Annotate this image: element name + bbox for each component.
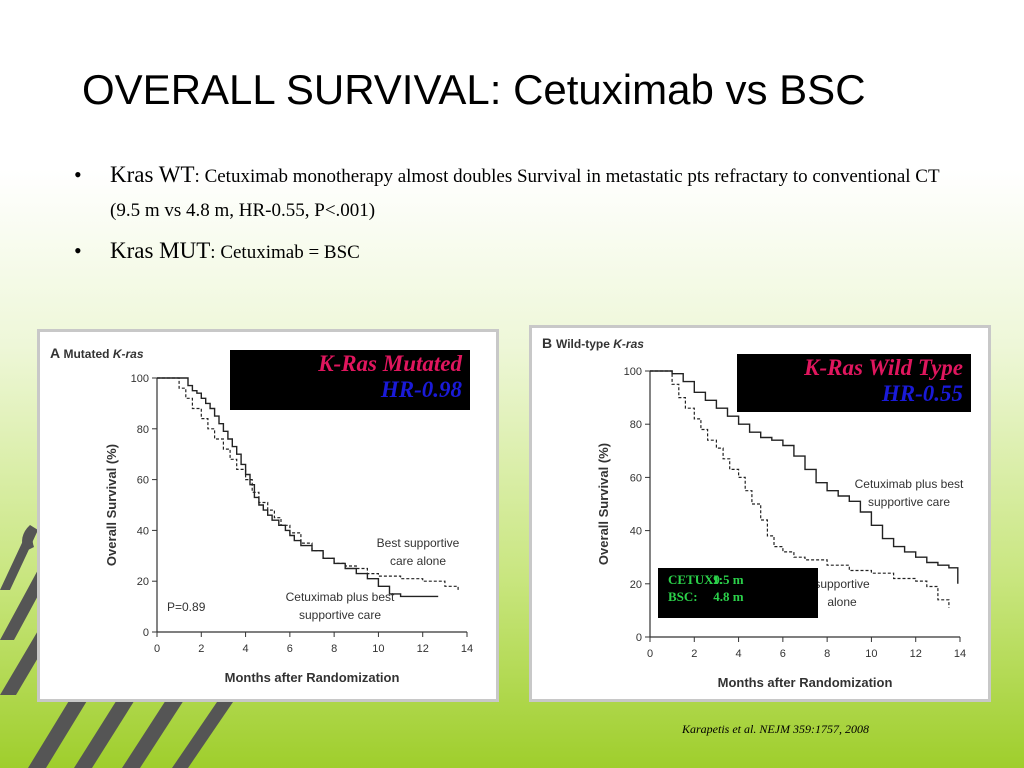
bullet-marker: • bbox=[74, 162, 82, 187]
annotation-bsc: alone bbox=[827, 595, 857, 609]
median-row-cetuximab: CETUXI: 9.5 m bbox=[668, 571, 818, 588]
x-tick-label: 10 bbox=[865, 648, 877, 660]
y-tick-label: 20 bbox=[137, 576, 149, 588]
series-line-bsc bbox=[650, 370, 950, 608]
y-tick-label: 0 bbox=[636, 632, 642, 644]
bullet-text: Cetuximab monotherapy almost doubles Sur… bbox=[110, 166, 940, 221]
x-tick-label: 0 bbox=[647, 648, 653, 660]
x-tick-label: 2 bbox=[198, 643, 204, 655]
y-tick-label: 0 bbox=[143, 627, 149, 639]
bullet-text: Cetuximab = BSC bbox=[220, 242, 360, 263]
x-tick-label: 8 bbox=[331, 643, 337, 655]
y-axis-label: Overall Survival (%) bbox=[596, 443, 611, 565]
overlay-label-mutated: K-Ras Mutated HR-0.98 bbox=[230, 350, 470, 410]
panel-title-italic: K-ras bbox=[113, 347, 144, 361]
x-tick-label: 4 bbox=[736, 648, 742, 660]
x-tick-label: 8 bbox=[824, 648, 830, 660]
y-tick-label: 40 bbox=[137, 525, 149, 537]
overlay-hazard-ratio: HR-0.98 bbox=[380, 377, 462, 402]
median-label: BSC: bbox=[668, 589, 698, 604]
overlay-title: K-Ras Mutated bbox=[318, 351, 462, 376]
citation: Karapetis et al. NEJM 359:1757, 2008 bbox=[682, 722, 869, 736]
y-tick-label: 60 bbox=[137, 475, 149, 487]
annotation-cetux: Cetuximab plus best bbox=[855, 477, 964, 491]
bullet-marker: • bbox=[74, 238, 82, 263]
slide-title: OVERALL SURVIVAL: Cetuximab vs BSC bbox=[82, 66, 866, 113]
series-line-cetux bbox=[650, 370, 959, 584]
x-tick-label: 6 bbox=[780, 648, 786, 660]
bullet-separator: : bbox=[194, 166, 205, 187]
median-label: CETUXI: bbox=[668, 572, 723, 587]
y-tick-label: 20 bbox=[630, 579, 642, 591]
annotation-bsc: Best supportive bbox=[377, 536, 460, 550]
y-tick-label: 100 bbox=[131, 373, 149, 385]
stripe-shape bbox=[172, 680, 248, 768]
y-tick-label: 80 bbox=[630, 419, 642, 431]
bullet-term: Kras MUT bbox=[110, 238, 211, 263]
survival-chart-wild-type: B Wild-type K-ras 0 20 40 60 80 100 0 2 4 6 8 10 12 14… bbox=[542, 335, 966, 690]
panel-letter: A bbox=[50, 345, 63, 361]
x-tick-label: 6 bbox=[287, 643, 293, 655]
x-tick-label: 12 bbox=[417, 643, 429, 655]
overlay-label-wild-type: K-Ras Wild Type HR-0.55 bbox=[737, 354, 971, 412]
panel-title: A Mutated K-ras bbox=[50, 345, 144, 361]
median-survival-box: CETUXI: 9.5 m BSC: 4.8 m bbox=[658, 568, 818, 618]
annotation-cetux: supportive care bbox=[868, 495, 950, 509]
annotation-bsc: care alone bbox=[390, 554, 446, 568]
x-tick-label: 12 bbox=[910, 648, 922, 660]
x-tick-label: 14 bbox=[954, 648, 966, 660]
bullet-kras-mut: • Kras MUT: Cetuximab = BSC bbox=[70, 234, 970, 270]
overlay-hazard-ratio: HR-0.55 bbox=[881, 381, 963, 406]
median-row-bsc: BSC: 4.8 m bbox=[668, 588, 818, 605]
panel-title-text: Mutated bbox=[63, 347, 112, 361]
annotation-p: P=0.89 bbox=[167, 600, 206, 614]
annotation-cetux: Cetuximab plus best bbox=[286, 590, 395, 604]
x-tick-label: 10 bbox=[372, 643, 384, 655]
y-tick-label: 100 bbox=[624, 366, 642, 378]
y-tick-label: 80 bbox=[137, 424, 149, 436]
bullet-separator: : bbox=[210, 242, 221, 263]
panel-title: B Wild-type K-ras bbox=[542, 335, 644, 351]
x-tick-label: 14 bbox=[461, 643, 473, 655]
x-axis-label: Months after Randomization bbox=[718, 675, 893, 690]
panel-letter: B bbox=[542, 335, 556, 351]
median-value: 9.5 m bbox=[713, 572, 744, 587]
y-axis-label: Overall Survival (%) bbox=[104, 444, 119, 566]
panel-title-italic: K-ras bbox=[613, 337, 644, 351]
bullet-term: Kras WT bbox=[110, 162, 195, 187]
series-line-bsc bbox=[157, 377, 459, 592]
bullet-list: • Kras WT: Cetuximab monotherapy almost … bbox=[70, 158, 970, 270]
x-tick-label: 4 bbox=[243, 643, 249, 655]
survival-chart-mutated: A Mutated K-ras 0 20 40 60 80 100 0 2 4 6 8 10 12 14 Mo… bbox=[50, 345, 473, 685]
x-axis-label: Months after Randomization bbox=[225, 670, 400, 685]
y-tick-label: 40 bbox=[630, 526, 642, 538]
x-tick-label: 2 bbox=[691, 648, 697, 660]
panel-title-text: Wild-type bbox=[556, 337, 613, 351]
annotation-cetux: supportive care bbox=[299, 608, 381, 622]
median-value: 4.8 m bbox=[713, 589, 744, 604]
chart-panel-mutated: A Mutated K-ras 0 20 40 60 80 100 0 2 4 6 8 10 12 14 Mo… bbox=[37, 329, 499, 702]
stripe-shape bbox=[22, 525, 38, 552]
y-tick-label: 60 bbox=[630, 472, 642, 484]
x-tick-label: 0 bbox=[154, 643, 160, 655]
overlay-title: K-Ras Wild Type bbox=[804, 355, 963, 380]
annotation-bsc: supportive bbox=[814, 577, 870, 591]
bullet-kras-wt: • Kras WT: Cetuximab monotherapy almost … bbox=[70, 158, 970, 228]
